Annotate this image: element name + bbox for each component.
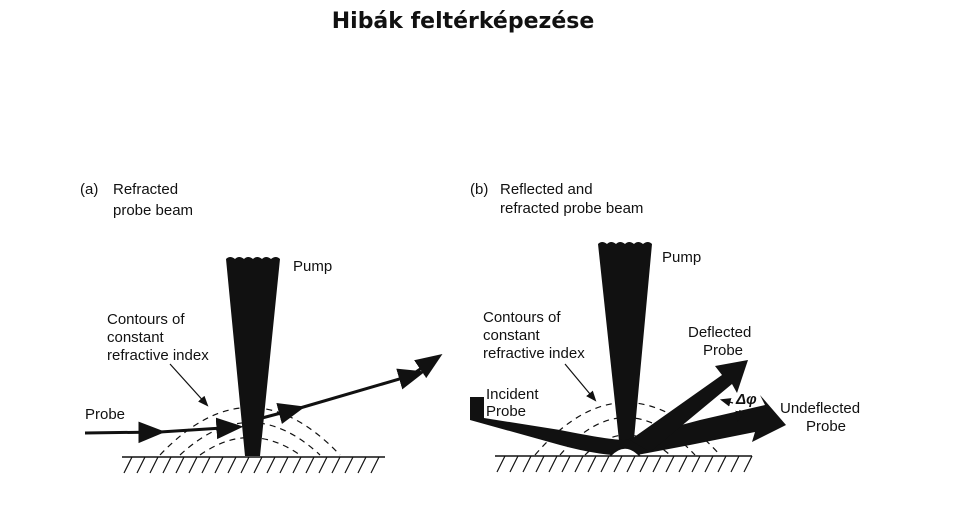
hatch [639,455,649,473]
hatch [704,455,714,473]
contour [199,437,301,456]
hatch [665,455,675,473]
panel-tag: (b) [470,181,488,198]
probe-label: Probe [486,403,526,420]
contour-label: constant [483,327,541,344]
hatch [318,456,328,474]
hatch [509,455,519,473]
probe-beam [84,421,166,444]
probe-label: Probe [85,406,125,423]
hatching [123,456,380,474]
panel-a: (a) Refracted probe beam Pump Contours o… [80,181,443,474]
pump-beam [598,242,652,450]
hatch [522,455,532,473]
contour-label: refractive index [107,347,209,364]
hatch [613,455,623,473]
hatch [123,456,133,474]
caption: Refracted [113,181,178,198]
hatch [574,455,584,473]
deflected-beam [630,360,748,452]
hatch [266,456,276,474]
hatch [162,456,172,474]
hatch [561,455,571,473]
contour-label: Contours of [107,311,185,328]
hatch [652,455,662,473]
undeflected-label: Probe [806,418,846,435]
title: Hibák feltérképezése [332,9,595,34]
pointer [564,363,597,402]
probe-beam [159,417,244,440]
hatch [600,455,610,473]
hatch [149,456,159,474]
hatch [175,456,185,474]
incident-undeflected-beam [470,395,786,456]
hatch [496,455,506,473]
hatch [370,456,380,474]
hatch [548,455,558,473]
hatch [188,456,198,474]
hatch [357,456,367,474]
angle-arrow [719,398,734,407]
hatch [691,455,701,473]
hatch [730,455,740,473]
panel-b: (b) Reflected and refracted probe beam P… [470,181,860,473]
caption: Reflected and [500,181,593,198]
probe-beam [409,353,443,379]
hatch [227,456,237,474]
hatch [201,456,211,474]
pump-label: Pump [662,249,701,266]
probe-beam [261,403,306,424]
hatch [305,456,315,474]
probe-beam [299,368,426,410]
contour-label: Contours of [483,309,561,326]
pump-label: Pump [293,258,332,275]
spot [609,447,641,457]
hatch [279,456,289,474]
contour-label: refractive index [483,345,585,362]
angle-arrow [735,409,744,423]
caption: probe beam [113,202,193,219]
angle-label: Δφ [735,391,757,408]
hatch [626,455,636,473]
hatch [743,455,753,473]
caption: refracted probe beam [500,200,643,217]
hatch [253,456,263,474]
hatch [292,456,302,474]
hatch [136,456,146,474]
hatch [344,456,354,474]
probe-label: Incident [486,386,539,403]
hatch [535,455,545,473]
pointer [169,363,209,407]
contour-label: constant [107,329,165,346]
undeflected-label: Undeflected [780,400,860,417]
deflected-label: Deflected [688,324,751,341]
hatching [496,455,753,473]
hatch [678,455,688,473]
hatch [214,456,224,474]
pump-beam [226,257,280,456]
deflected-label: Probe [703,342,743,359]
hatch [717,455,727,473]
panel-tag: (a) [80,181,98,198]
hatch [240,456,250,474]
hatch [331,456,341,474]
hatch [587,455,597,473]
